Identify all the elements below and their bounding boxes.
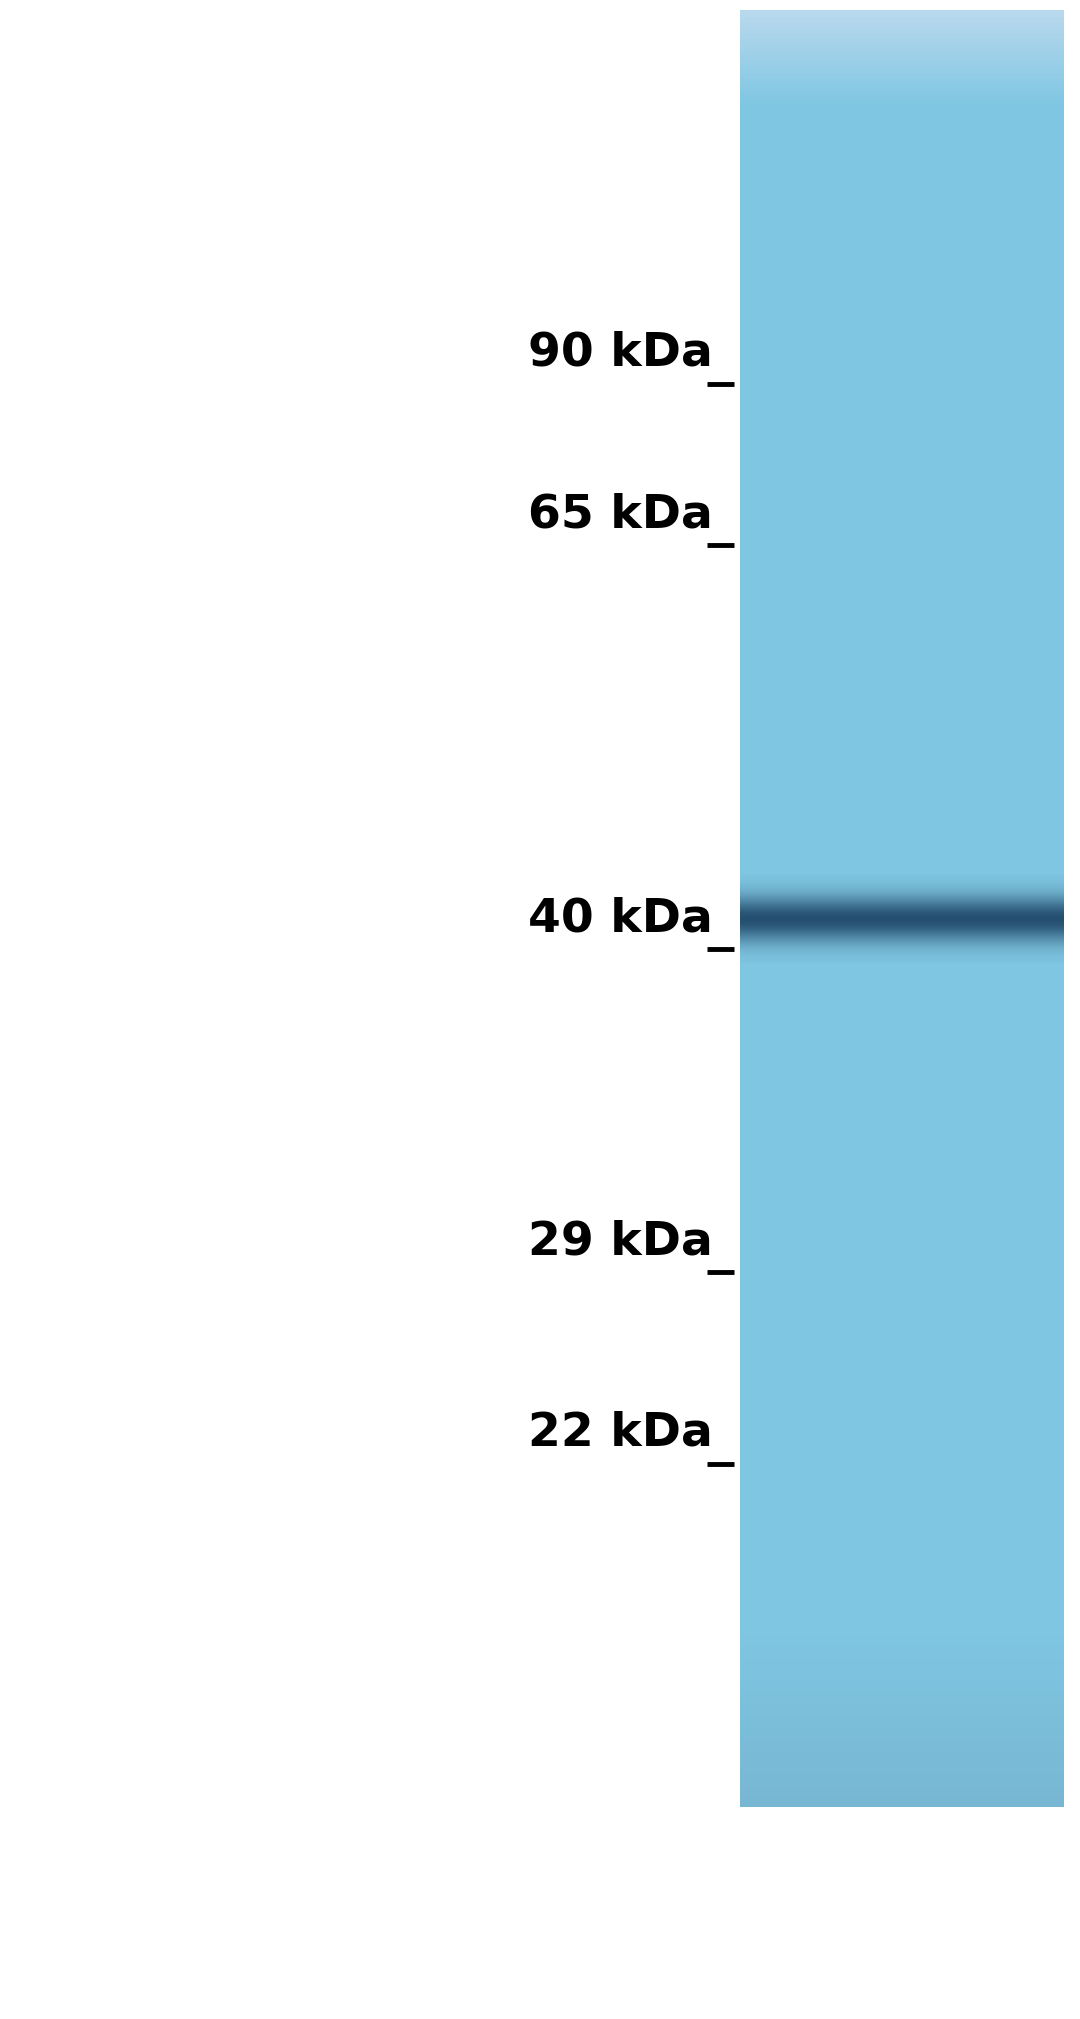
- Text: 90 kDa: 90 kDa: [528, 331, 713, 376]
- Text: 40 kDa: 40 kDa: [528, 896, 713, 941]
- Text: 29 kDa: 29 kDa: [528, 1219, 713, 1264]
- Text: 65 kDa: 65 kDa: [528, 493, 713, 537]
- Text: 22 kDa: 22 kDa: [528, 1411, 713, 1456]
